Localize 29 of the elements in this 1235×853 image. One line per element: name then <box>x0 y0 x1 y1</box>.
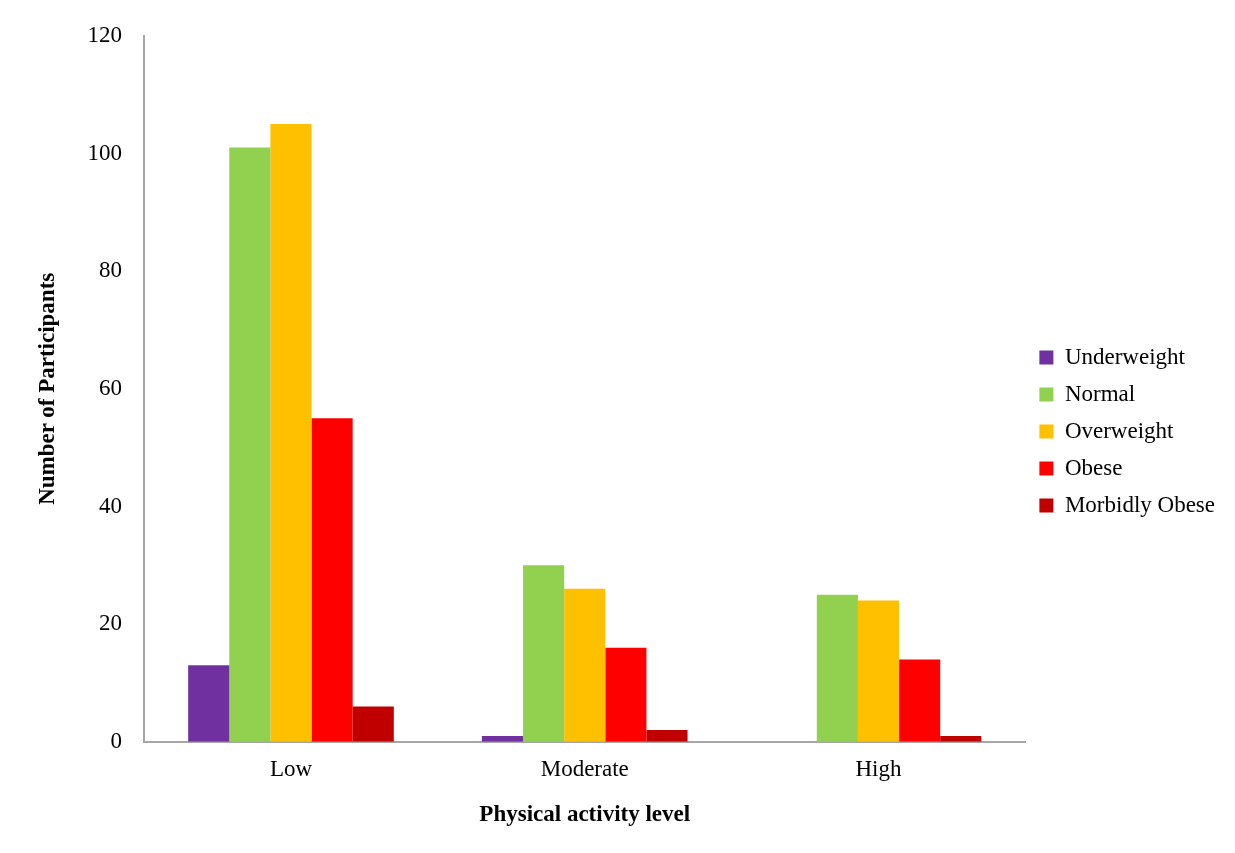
bar <box>188 665 230 742</box>
legend-label: Underweight <box>1064 343 1186 369</box>
bar <box>605 647 647 742</box>
y-tick-label: 60 <box>99 374 123 400</box>
bar <box>816 594 858 742</box>
bar <box>270 124 312 742</box>
x-tick-label: Low <box>269 755 313 781</box>
y-axis-title: Number of Participants <box>33 272 59 505</box>
bar <box>523 565 565 742</box>
legend-label: Obese <box>1064 454 1123 480</box>
bar <box>857 600 900 742</box>
y-tick-label: 0 <box>110 727 123 753</box>
bar <box>352 706 394 742</box>
bar <box>564 588 606 742</box>
legend-label: Overweight <box>1064 417 1175 443</box>
bar <box>646 730 688 742</box>
bar <box>899 659 941 742</box>
y-tick-label: 40 <box>99 492 123 518</box>
legend-label: Normal <box>1064 380 1136 406</box>
y-tick-label: 80 <box>99 257 123 283</box>
legend-label: Morbidly Obese <box>1064 491 1216 517</box>
y-tick-label: 120 <box>87 21 123 47</box>
bar <box>311 418 353 742</box>
x-tick-label: High <box>855 755 902 781</box>
y-tick-label: 100 <box>87 139 123 165</box>
x-tick-label: Moderate <box>540 755 629 781</box>
bar <box>229 147 271 742</box>
y-tick-label: 20 <box>99 610 123 636</box>
x-axis-title: Physical activity level <box>479 801 691 827</box>
